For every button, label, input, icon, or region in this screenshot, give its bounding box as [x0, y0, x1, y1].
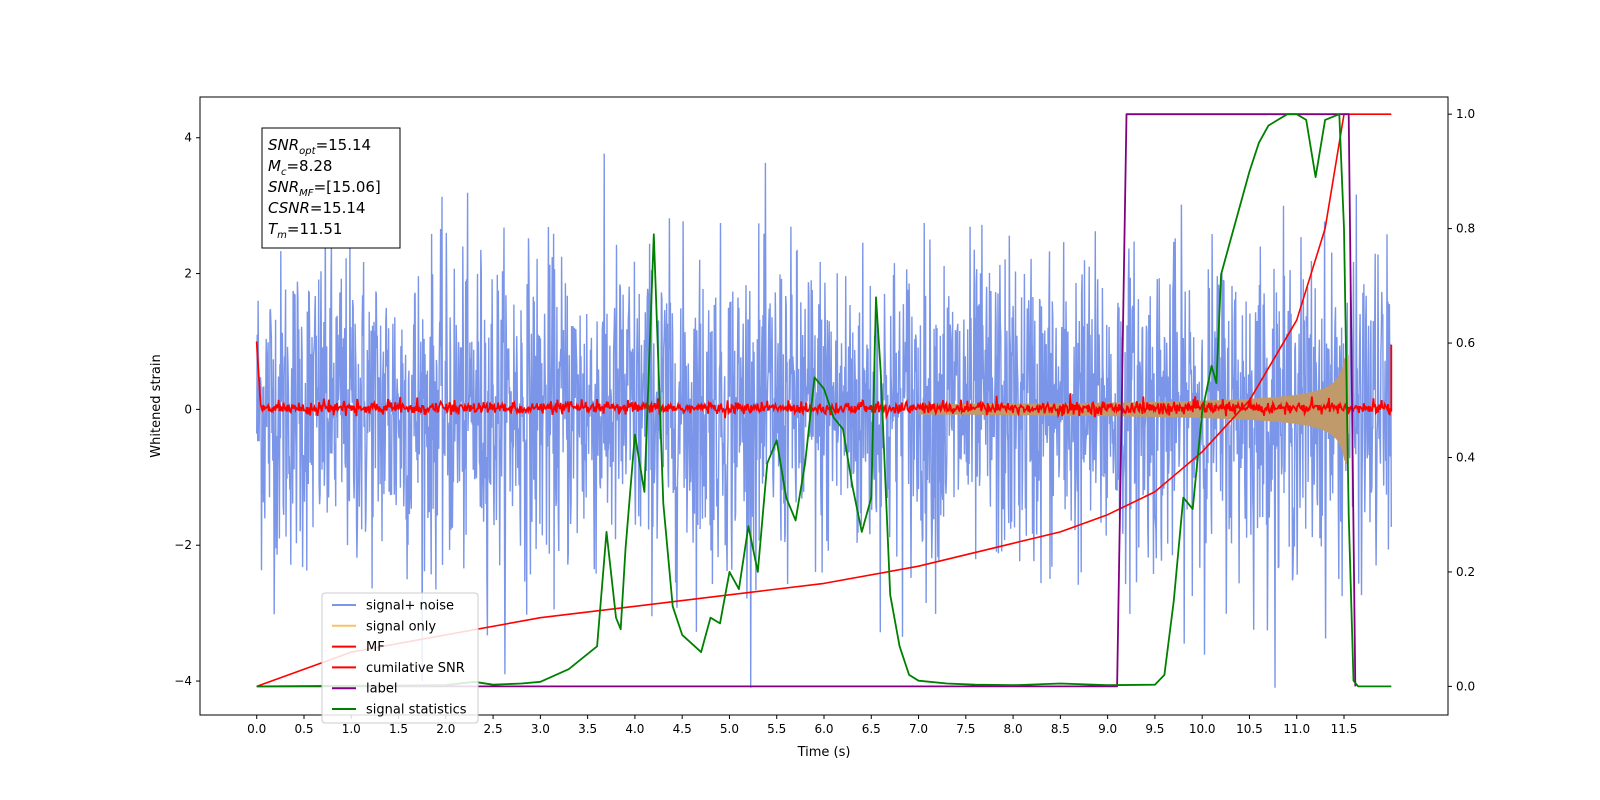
y2-tick-label: 0.2 — [1456, 565, 1475, 579]
x-tick-label: 1.5 — [389, 722, 408, 736]
x-tick-label: 9.0 — [1098, 722, 1117, 736]
y-tick-label: 4 — [184, 131, 192, 145]
series-signal-statistics — [256, 113, 1392, 688]
x-tick-label: 1.0 — [342, 722, 361, 736]
x-axis-ticks: 0.0 0.5 1.0 1.5 2.0 2.5 3.0 3.5 4.0 4.5 5.0 5.5 6.0 6… — [247, 715, 1357, 736]
info-box-line: CSNR=15.14 — [268, 199, 365, 217]
y2-tick-label: 1.0 — [1456, 107, 1475, 121]
x-tick-label: 8.5 — [1051, 722, 1070, 736]
x-tick-label: 4.0 — [625, 722, 644, 736]
x-tick-label: 10.0 — [1189, 722, 1216, 736]
legend-frame — [321, 592, 479, 724]
y2-tick-label: 0.6 — [1456, 336, 1475, 350]
x-tick-label: 2.0 — [436, 722, 455, 736]
legend-entry-label: signal+ noise — [366, 599, 454, 614]
x-tick-label: 8.0 — [1004, 722, 1023, 736]
y2-tick-label: 0.8 — [1456, 222, 1475, 236]
y2-axis-ticks: 1.0 0.8 0.6 0.4 0.2 0.0 — [1448, 107, 1475, 693]
legend-entry-label: cumilative SNR — [366, 661, 465, 676]
info-box-line: Mc=8.28 — [268, 157, 332, 178]
x-tick-label: 0.0 — [247, 722, 266, 736]
info-box-line: SNRMF=[15.06] — [268, 178, 381, 199]
x-tick-label: 5.0 — [720, 722, 739, 736]
x-tick-label: 9.5 — [1145, 722, 1164, 736]
series-signal-plus-noise — [256, 153, 1392, 688]
x-tick-label: 4.5 — [673, 722, 692, 736]
legend-entry-label: signal only — [366, 619, 436, 634]
info-box-frame — [261, 127, 401, 249]
x-tick-label: 11.5 — [1331, 722, 1358, 736]
y2-tick-label: 0.4 — [1456, 451, 1475, 465]
x-tick-label: 10.5 — [1236, 722, 1263, 736]
legend-entry-label: label — [366, 682, 397, 697]
legend-entry-label: signal statistics — [366, 703, 467, 718]
x-tick-label: 3.0 — [531, 722, 550, 736]
x-tick-label: 0.5 — [294, 722, 313, 736]
x-tick-label: 6.5 — [862, 722, 881, 736]
y2-tick-label: 0.0 — [1456, 679, 1475, 693]
y-tick-label: 2 — [184, 267, 192, 281]
x-tick-label: 11.0 — [1283, 722, 1310, 736]
series-label — [256, 113, 1357, 688]
info-box-line: Tm=11.51 — [268, 220, 342, 241]
y-tick-label: 0 — [184, 402, 192, 416]
y-axis-ticks: 4 2 0 −2 −4 — [174, 131, 200, 688]
info-box: SNRopt=15.14Mc=8.28SNRMF=[15.06]CSNR=15.… — [261, 127, 401, 249]
y-tick-label: −2 — [174, 538, 192, 552]
legend: signal+ noise signal only MF cumilative SNR… — [321, 592, 479, 724]
x-tick-label: 3.5 — [578, 722, 597, 736]
x-tick-label: 6.0 — [814, 722, 833, 736]
legend-entry-label: MF — [366, 640, 385, 655]
y-tick-label: −4 — [174, 674, 192, 688]
info-box-line: SNRopt=15.14 — [268, 136, 371, 157]
x-tick-label: 7.0 — [909, 722, 928, 736]
x-axis-label: Time (s) — [797, 745, 851, 760]
x-tick-label: 2.5 — [484, 722, 503, 736]
x-tick-label: 7.5 — [956, 722, 975, 736]
y-axis-label: Whitened strain — [149, 354, 164, 457]
series-cumulative-snr — [256, 113, 1392, 688]
x-tick-label: 5.5 — [767, 722, 786, 736]
series-layer — [255, 113, 1393, 688]
